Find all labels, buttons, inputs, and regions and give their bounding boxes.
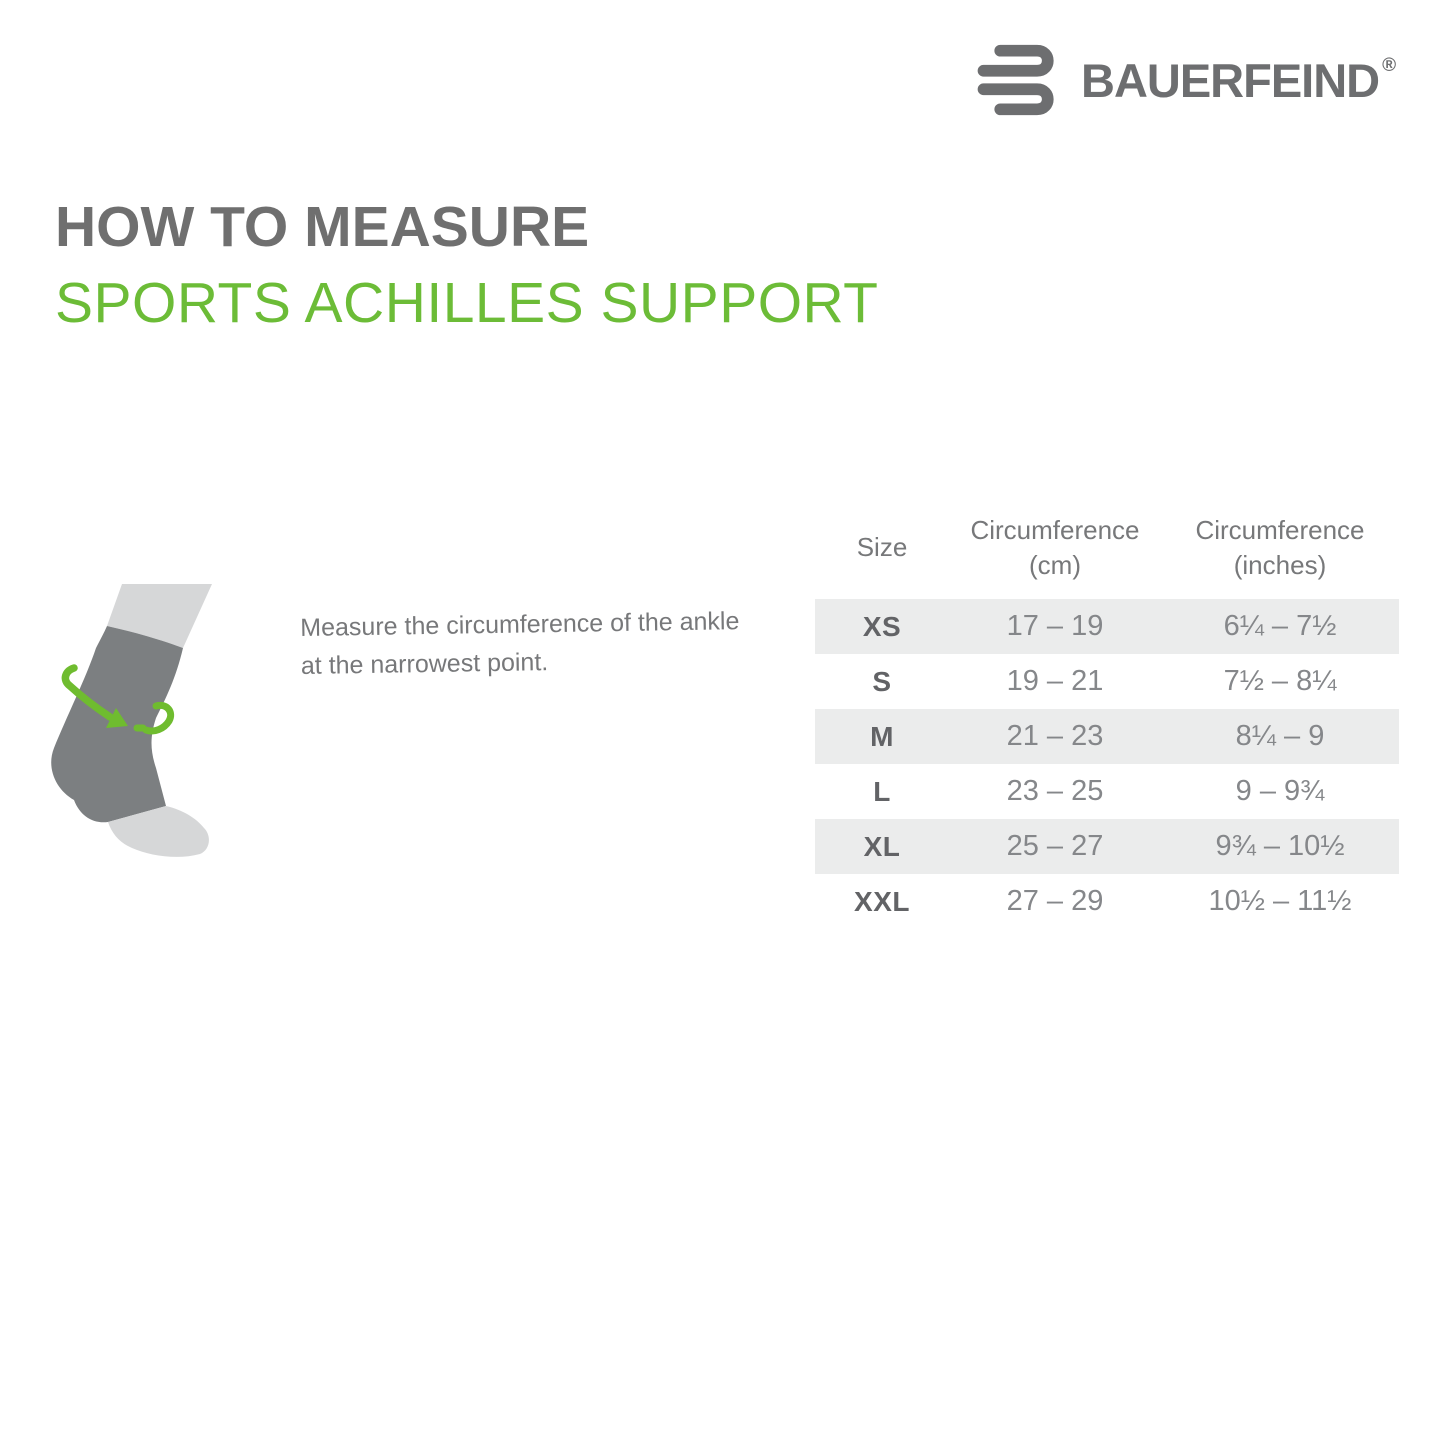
table-row-xl: XL 25 – 27 9¾ – 10½ [815, 819, 1399, 874]
bauerfeind-b-stripes-icon [977, 44, 1054, 116]
inches-cell: 9 – 9¾ [1235, 775, 1325, 807]
cm-cell: 19 – 21 [1006, 665, 1104, 697]
size-cell: M [870, 720, 894, 752]
column-header-inches-unit: (inches) [1233, 550, 1327, 580]
inches-cell: 9¾ – 10½ [1215, 830, 1345, 862]
measure-instruction-text: Measure the circumference of the ankle a… [300, 607, 740, 680]
cm-cell: 23 – 25 [1006, 775, 1104, 807]
table-row-s: S 19 – 21 7½ – 8¼ [815, 654, 1399, 709]
measure-arrow-hook [133, 701, 175, 735]
table-row-m: M 21 – 23 8¼ – 9 [815, 709, 1399, 764]
inches-cell: 10½ – 11½ [1208, 885, 1352, 917]
column-header-size: Size [815, 530, 949, 565]
size-cell: XXL [854, 885, 910, 917]
cm-cell: 27 – 29 [1006, 885, 1104, 917]
brand-wordmark: BAUERFEIND ® [1081, 56, 1396, 104]
size-cell: XS [862, 610, 902, 642]
table-row-xxl: XXL 27 – 29 10½ – 11½ [815, 874, 1399, 929]
cm-cell: 21 – 23 [1006, 720, 1104, 752]
leg-shape [107, 584, 212, 648]
column-header-cm: Circumference (cm) [949, 513, 1161, 583]
measure-arrow-arc [61, 664, 114, 721]
column-header-size-label: Size [856, 532, 908, 563]
column-header-cm-label: Circumference [970, 514, 1140, 545]
registered-trademark-symbol: ® [1382, 55, 1397, 76]
table-row-l: L 23 – 25 9 – 9¾ [815, 764, 1399, 819]
size-cell: L [873, 775, 891, 807]
brand-logo: BAUERFEIND ® [975, 44, 1396, 116]
page-title: HOW TO MEASURE [55, 195, 590, 259]
inches-cell: 6¼ – 7½ [1223, 610, 1337, 642]
measure-arrow-head [106, 708, 128, 728]
column-header-inches-label: Circumference [1195, 514, 1365, 545]
ankle-circumference-measure-icon [51, 584, 212, 857]
table-row-xs: XS 17 – 19 6¼ – 7½ [815, 599, 1399, 654]
size-cell: XL [863, 830, 901, 862]
column-header-cm-unit: (cm) [1029, 550, 1081, 580]
toes-shape [108, 806, 209, 857]
size-table-header: Size Circumference (cm) Circumference (i… [815, 497, 1399, 599]
size-table: Size Circumference (cm) Circumference (i… [815, 497, 1399, 929]
cm-cell: 17 – 19 [1006, 610, 1104, 642]
cm-cell: 25 – 27 [1006, 830, 1104, 862]
size-table-body: XS 17 – 19 6¼ – 7½ S 19 – 21 7½ – 8¼ M 2… [815, 599, 1399, 929]
inches-cell: 8¼ – 9 [1235, 720, 1325, 752]
size-cell: S [872, 665, 892, 697]
brand-name-text: BAUERFEIND [1081, 54, 1380, 107]
inches-cell: 7½ – 8¼ [1223, 665, 1337, 697]
product-subtitle: SPORTS ACHILLES SUPPORT [55, 270, 879, 335]
title-block: HOW TO MEASURE SPORTS ACHILLES SUPPORT [55, 195, 879, 336]
column-header-inches: Circumference (inches) [1161, 513, 1399, 583]
